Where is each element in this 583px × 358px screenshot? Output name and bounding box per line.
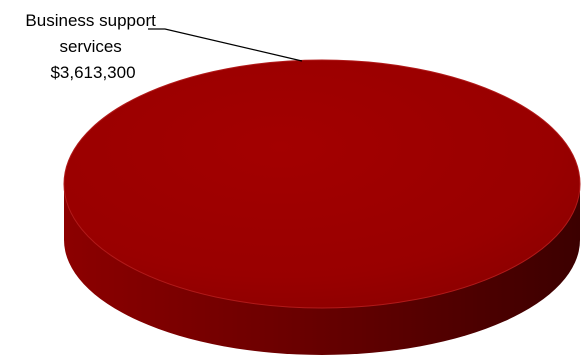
pie-slice <box>63 59 581 309</box>
slice-label-line-1: Business support <box>25 11 156 30</box>
label-leader-line <box>148 28 303 62</box>
slice-label-line-2: services <box>59 37 121 56</box>
slice-value-label: $3,613,300 <box>50 63 135 82</box>
slice-label: Business support services $3,613,300 <box>25 11 160 82</box>
